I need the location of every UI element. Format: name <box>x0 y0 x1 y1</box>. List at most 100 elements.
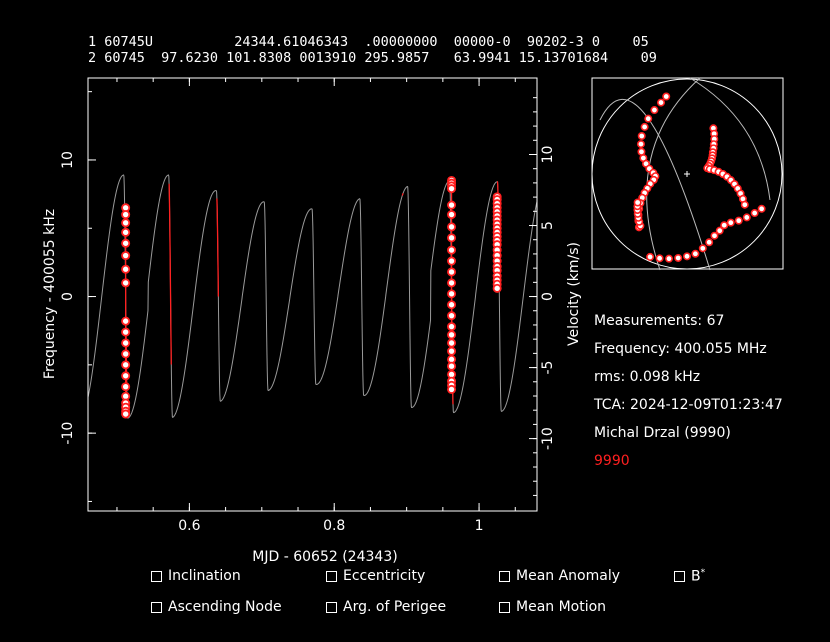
pass-1-point <box>121 264 131 274</box>
pass-1-point <box>121 360 131 370</box>
track-b-point <box>740 200 749 209</box>
pass-1-point <box>121 409 131 419</box>
y-tick-label: -10 <box>60 422 76 445</box>
tca-value: TCA: 2024-12-09T01:23:47 <box>594 397 783 413</box>
track-c-point <box>698 244 707 253</box>
y2-tick-label: -10 <box>540 427 556 450</box>
pass-1-point <box>121 218 131 228</box>
y-tick-label: 0 <box>60 292 76 301</box>
track-a-point <box>650 106 659 115</box>
measurements-count: Measurements: 67 <box>594 313 725 329</box>
track-c-point <box>705 238 714 247</box>
pass-3-point <box>492 283 502 293</box>
pass-1-point <box>121 251 131 261</box>
pass-2-point <box>447 278 457 288</box>
y2-tick-label: -5 <box>540 361 556 375</box>
inclination-checkbox[interactable] <box>151 570 162 582</box>
eccentricity-label: Eccentricity <box>343 568 426 584</box>
pass-2-point <box>447 322 457 332</box>
pass-2-point <box>447 384 457 394</box>
x-tick-label: 0.6 <box>178 518 200 534</box>
pass-2-point <box>447 267 457 277</box>
skyplot-arc <box>689 77 771 201</box>
x-tick-label: 0.8 <box>323 518 345 534</box>
mean-motion-checkbox[interactable] <box>499 601 510 613</box>
y2-tick-label: 5 <box>540 221 556 230</box>
pass-2-point <box>447 300 457 310</box>
frequency-value: Frequency: 400.055 MHz <box>594 341 767 357</box>
fit-segment-2 <box>168 183 172 365</box>
eccentricity-checkbox[interactable] <box>326 570 337 582</box>
plot-frame <box>87 77 538 512</box>
fit-segment-4 <box>401 193 404 196</box>
measurement-point-layer <box>121 175 502 419</box>
ascending-node-checkbox[interactable] <box>151 601 162 613</box>
skyplot-horizon <box>591 78 783 270</box>
track-c-point <box>682 252 691 261</box>
track-c-point <box>715 226 724 235</box>
track-a-point <box>636 140 645 149</box>
site-id: 9990 <box>594 453 630 469</box>
x-tick-label: 1 <box>475 518 484 534</box>
mean-motion-toggle[interactable]: Mean Motion <box>499 599 606 615</box>
arg-of-perigee-toggle[interactable]: Arg. of Perigee <box>326 599 446 615</box>
track-c-point <box>674 253 683 262</box>
y2-tick-label: 0 <box>540 292 556 301</box>
pass-1-point <box>121 278 131 288</box>
inclination-toggle[interactable]: Inclination <box>151 568 241 584</box>
ascending-node-label: Ascending Node <box>168 599 282 615</box>
track-a-point <box>644 114 653 123</box>
axis-layer: 0.6 0.8 1 -10 0 10 -10 -5 0 5 10 <box>60 78 556 534</box>
tle-line-1: 1 60745U 24344.61046343 .00000000 00000-… <box>88 34 649 50</box>
pass-1-point <box>121 371 131 381</box>
track-c-point <box>734 216 743 225</box>
track-a-point <box>640 122 649 131</box>
pass-2-point <box>447 222 457 232</box>
pass-2-point <box>447 184 457 194</box>
model-curve <box>87 174 538 419</box>
fit-segment-3 <box>216 198 219 297</box>
track-c-point <box>710 231 719 240</box>
track-c-point <box>757 204 766 213</box>
pass-2-point <box>447 210 457 220</box>
pass-2-point <box>447 338 457 348</box>
pass-2-point <box>447 330 457 340</box>
pass-1-point <box>121 327 131 337</box>
track-c-point <box>655 254 664 263</box>
pass-2-point <box>447 245 457 255</box>
track-c-point <box>726 218 735 227</box>
tle-line-2: 2 60745 97.6230 101.8308 0013910 295.985… <box>88 50 657 66</box>
arg-of-perigee-label: Arg. of Perigee <box>343 599 447 615</box>
skyplot-arc <box>599 99 711 271</box>
skyplot-arc <box>646 77 701 271</box>
pass-1-point <box>121 349 131 359</box>
track-a-point <box>657 98 666 107</box>
mean-anomaly-checkbox[interactable] <box>499 570 510 582</box>
y2-tick-label: 10 <box>540 146 556 164</box>
track-c-point <box>742 213 751 222</box>
skyplot <box>591 77 784 271</box>
mean-motion-label: Mean Motion <box>516 599 607 615</box>
bstar-label: B* <box>691 568 706 585</box>
track-a-point <box>662 92 671 101</box>
pass-2-point <box>447 289 457 299</box>
bstar-checkbox[interactable] <box>674 570 685 582</box>
pass-2-point <box>447 256 457 266</box>
mean-anomaly-toggle[interactable]: Mean Anomaly <box>499 568 620 584</box>
eccentricity-toggle[interactable]: Eccentricity <box>326 568 425 584</box>
arg-of-perigee-checkbox[interactable] <box>326 601 337 613</box>
pass-2-point <box>447 346 457 356</box>
pass-1-point <box>121 238 131 248</box>
pass-1-point <box>121 382 131 392</box>
pass-1-point <box>121 338 131 348</box>
inclination-label: Inclination <box>168 568 241 584</box>
ascending-node-toggle[interactable]: Ascending Node <box>151 599 282 615</box>
pass-2-point <box>447 233 457 243</box>
model-curve-layer <box>87 174 538 419</box>
track-d-point <box>633 198 642 207</box>
track-c-point <box>665 254 674 263</box>
x-axis-label: MJD - 60652 (24343) <box>252 549 397 565</box>
bstar-toggle[interactable]: B* <box>674 568 705 585</box>
track-c-point <box>720 221 729 230</box>
